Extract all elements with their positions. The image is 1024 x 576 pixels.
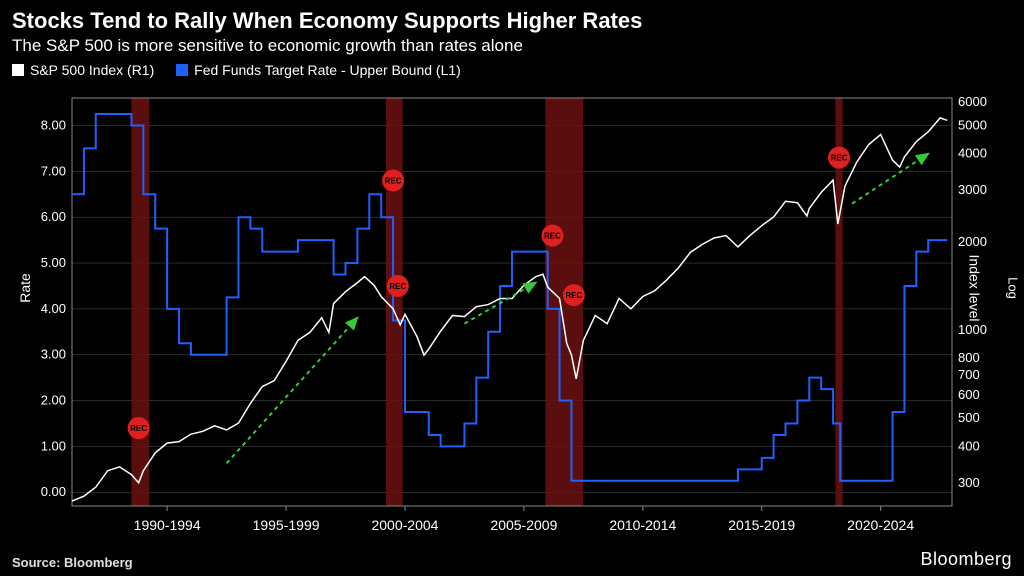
svg-text:1.00: 1.00 — [41, 438, 66, 453]
chart-svg: 0.00 1.00 2.00 3.00 4.00 5.00 6.00 7.00 8.00 300 4… — [12, 92, 1012, 540]
svg-text:2000: 2000 — [958, 234, 987, 249]
svg-text:400: 400 — [958, 438, 980, 453]
svg-text:1990-1994: 1990-1994 — [134, 517, 201, 533]
legend-label-fedfunds: Fed Funds Target Rate - Upper Bound (L1) — [194, 62, 461, 78]
svg-text:300: 300 — [958, 475, 980, 490]
svg-text:500: 500 — [958, 410, 980, 425]
svg-text:2005-2009: 2005-2009 — [490, 517, 557, 533]
chart-source: Source: Bloomberg — [12, 555, 133, 570]
svg-text:3.00: 3.00 — [41, 347, 66, 362]
svg-text:2.00: 2.00 — [41, 393, 66, 408]
svg-text:2015-2019: 2015-2019 — [728, 517, 795, 533]
svg-text:4000: 4000 — [958, 146, 987, 161]
left-axis-label: Rate — [17, 273, 33, 303]
chart-title: Stocks Tend to Rally When Economy Suppor… — [12, 8, 1012, 34]
right-axis-scale-label: Log — [1006, 277, 1021, 299]
legend-swatch-fedfunds — [176, 64, 188, 76]
svg-text:8.00: 8.00 — [41, 118, 66, 133]
chart-legend: S&P 500 Index (R1) Fed Funds Target Rate… — [0, 60, 1024, 85]
svg-text:6.00: 6.00 — [41, 209, 66, 224]
svg-text:REC: REC — [565, 291, 582, 300]
chart-header: Stocks Tend to Rally When Economy Suppor… — [0, 0, 1024, 60]
svg-text:2020-2024: 2020-2024 — [847, 517, 914, 533]
svg-text:2010-2014: 2010-2014 — [609, 517, 676, 533]
svg-text:6000: 6000 — [958, 94, 987, 109]
svg-text:3000: 3000 — [958, 182, 987, 197]
legend-label-sp500: S&P 500 Index (R1) — [30, 62, 154, 78]
svg-text:600: 600 — [958, 387, 980, 402]
svg-text:2000-2004: 2000-2004 — [371, 517, 438, 533]
svg-text:5.00: 5.00 — [41, 255, 66, 270]
svg-text:800: 800 — [958, 350, 980, 365]
legend-item-sp500: S&P 500 Index (R1) — [12, 62, 154, 78]
brand-logo: Bloomberg — [920, 549, 1012, 570]
legend-swatch-sp500 — [12, 64, 24, 76]
svg-text:1995-1999: 1995-1999 — [253, 517, 320, 533]
svg-text:0.00: 0.00 — [41, 484, 66, 499]
svg-text:REC: REC — [130, 424, 147, 433]
svg-text:4.00: 4.00 — [41, 301, 66, 316]
svg-text:1000: 1000 — [958, 322, 987, 337]
svg-text:5000: 5000 — [958, 117, 987, 132]
legend-item-fedfunds: Fed Funds Target Rate - Upper Bound (L1) — [176, 62, 461, 78]
right-axis-label: Index level — [967, 255, 983, 322]
chart-subtitle: The S&P 500 is more sensitive to economi… — [12, 36, 1012, 56]
svg-text:REC: REC — [385, 177, 402, 186]
chart-plot-area: 0.00 1.00 2.00 3.00 4.00 5.00 6.00 7.00 8.00 300 4… — [12, 92, 1012, 540]
svg-text:7.00: 7.00 — [41, 163, 66, 178]
svg-text:REC: REC — [831, 154, 848, 163]
svg-text:REC: REC — [389, 282, 406, 291]
svg-text:700: 700 — [958, 367, 980, 382]
svg-text:REC: REC — [544, 232, 561, 241]
